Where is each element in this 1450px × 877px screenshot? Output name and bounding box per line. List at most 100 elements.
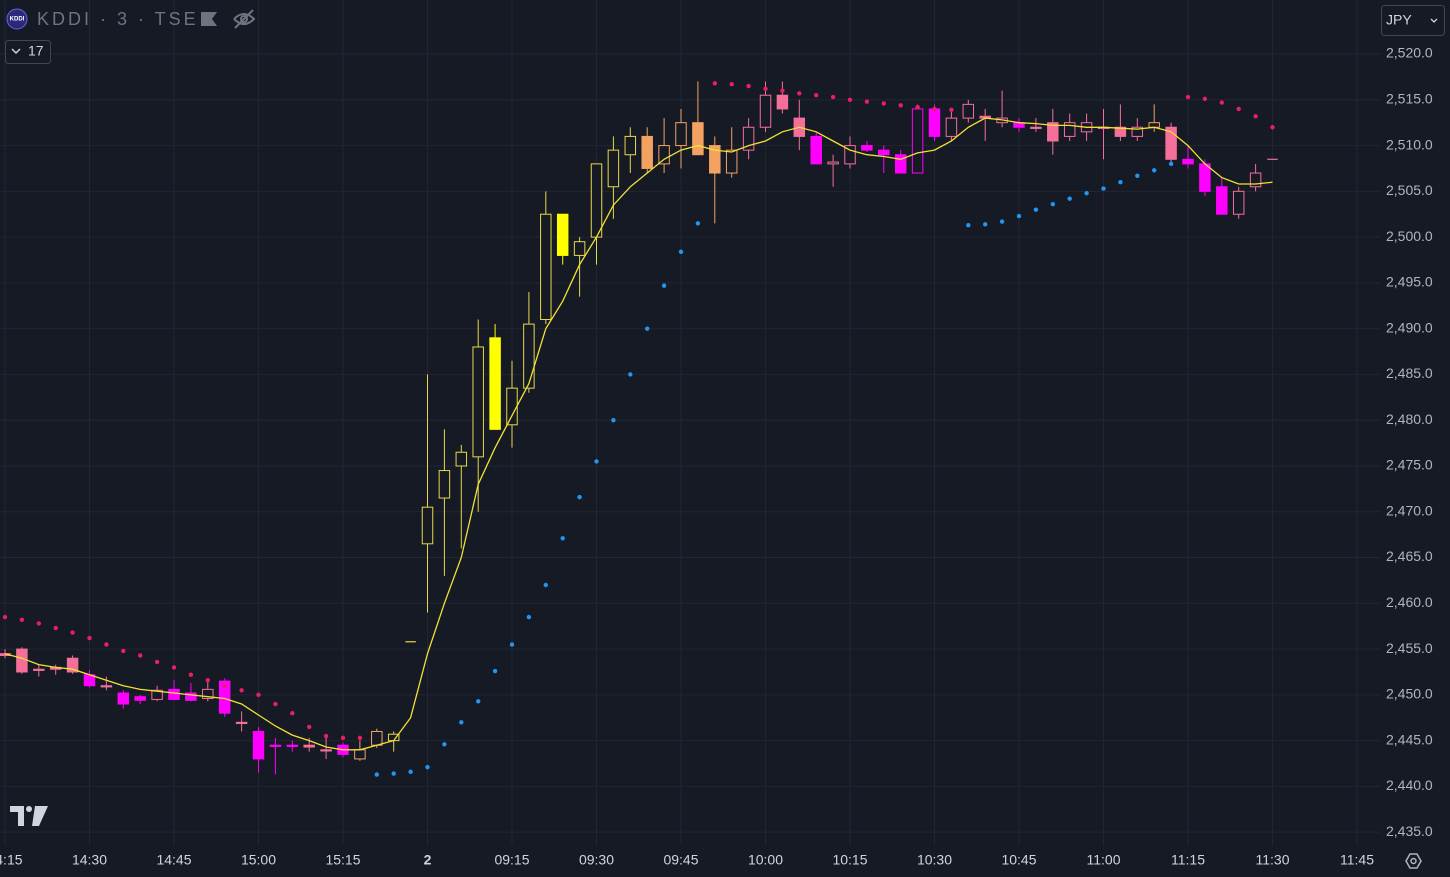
x-tick-label: 14:30 xyxy=(72,852,107,868)
candle-body xyxy=(117,692,130,705)
candle-body xyxy=(1249,172,1262,188)
candle-body xyxy=(573,241,586,256)
sar-dot xyxy=(239,688,244,693)
candle-body xyxy=(675,122,687,147)
sar-dot xyxy=(780,88,785,93)
sar-dot xyxy=(138,653,143,658)
settings-icon[interactable] xyxy=(1405,853,1422,869)
y-tick-label: 2,480.0 xyxy=(1386,411,1433,427)
candle-body xyxy=(911,108,924,174)
tradingview-logo[interactable] xyxy=(10,806,48,826)
currency-box[interactable] xyxy=(1381,5,1445,36)
candle-body xyxy=(1114,126,1127,137)
candle-body xyxy=(218,680,231,714)
candle-body xyxy=(1216,186,1228,215)
candle-body xyxy=(185,692,197,701)
flag-icon[interactable] xyxy=(201,12,217,26)
sar-dot xyxy=(1016,213,1022,219)
sar-dot xyxy=(712,81,717,86)
x-tick-label: 10:30 xyxy=(917,852,952,868)
sar-dot xyxy=(560,536,565,541)
currency-select[interactable]: JPY xyxy=(1381,5,1445,36)
candle-body xyxy=(134,696,146,701)
candle-body xyxy=(455,451,468,467)
candle-body xyxy=(844,145,856,165)
candle-body xyxy=(776,94,789,110)
sar-dot xyxy=(864,99,870,104)
sar-dot xyxy=(898,103,903,108)
x-tick-label: 09:45 xyxy=(663,852,698,868)
sar-dot xyxy=(357,735,363,741)
sar-dot xyxy=(459,720,464,725)
sar-dot xyxy=(273,701,278,707)
sar-dot xyxy=(492,668,498,674)
candle-body xyxy=(725,149,738,174)
y-tick-label: 2,475.0 xyxy=(1386,457,1433,473)
sar-dot xyxy=(847,97,853,102)
y-tick-label: 2,470.0 xyxy=(1386,502,1433,518)
sar-dot xyxy=(171,665,177,670)
sar-dot xyxy=(104,642,109,647)
candle-body xyxy=(607,149,620,188)
candle-body xyxy=(556,213,569,256)
candle-body xyxy=(472,346,484,458)
sar-dot xyxy=(1253,114,1258,119)
x-tick-label: 15:15 xyxy=(325,852,360,868)
candle-body xyxy=(1063,122,1076,137)
sar-dot xyxy=(19,617,25,622)
candle-body xyxy=(1030,126,1042,129)
sar-dot xyxy=(425,764,430,770)
candle-body xyxy=(962,103,975,119)
candle-body xyxy=(252,730,265,760)
sar-dot xyxy=(391,771,396,776)
candle-body xyxy=(742,126,755,151)
y-tick-label: 2,455.0 xyxy=(1386,640,1433,656)
y-tick-label: 2,460.0 xyxy=(1386,594,1433,610)
candle-body xyxy=(928,108,941,137)
sar-dot xyxy=(543,582,548,588)
x-tick-label: 14:45 xyxy=(156,852,191,868)
hide-icon[interactable] xyxy=(233,9,256,29)
sar-dot xyxy=(1118,179,1123,185)
candle-body xyxy=(371,730,383,746)
symbol-logo xyxy=(6,8,28,30)
sar-dot xyxy=(763,86,768,92)
sar-dot xyxy=(999,219,1005,224)
candle-body xyxy=(894,154,907,174)
sar-dot xyxy=(814,93,819,98)
candle-body xyxy=(945,117,958,137)
candle-body xyxy=(658,145,670,165)
sar-dot xyxy=(1033,207,1039,212)
x-tick-label: 11:30 xyxy=(1256,852,1290,868)
chevron xyxy=(1430,18,1438,23)
candle-body xyxy=(827,161,839,165)
symbol-name[interactable]: KDDI · 3 · TSE xyxy=(37,9,199,29)
sar-dot xyxy=(628,372,633,377)
candle-body xyxy=(16,648,28,673)
logo-text: KDDI xyxy=(10,17,25,23)
candle-body xyxy=(1199,163,1211,192)
candle-body xyxy=(438,470,451,499)
sar-dot xyxy=(442,742,447,747)
toggle-box[interactable] xyxy=(5,40,51,64)
sar-dot xyxy=(661,283,667,288)
candle-body xyxy=(1182,158,1194,165)
sar-dot xyxy=(577,494,582,500)
sar-dot xyxy=(2,614,8,620)
sar-dot xyxy=(188,672,194,677)
sar-dot xyxy=(915,104,920,110)
y-tick-label: 2,450.0 xyxy=(1386,686,1433,702)
indicators-toggle[interactable]: 17 xyxy=(5,40,51,64)
sar-dot xyxy=(1084,190,1089,196)
candle-body xyxy=(1047,122,1059,142)
x-tick-label: 14:15 xyxy=(0,852,23,868)
x-tick-label: 10:45 xyxy=(1001,852,1036,868)
x-tick-label: 15:00 xyxy=(241,852,276,868)
candle-body xyxy=(33,668,45,671)
sar-dot xyxy=(1152,168,1157,173)
sar-dot xyxy=(983,222,988,227)
sar-dot xyxy=(949,107,954,113)
currency-label: JPY xyxy=(1386,12,1412,28)
candle-body xyxy=(151,689,163,700)
sar-dot xyxy=(678,249,684,254)
